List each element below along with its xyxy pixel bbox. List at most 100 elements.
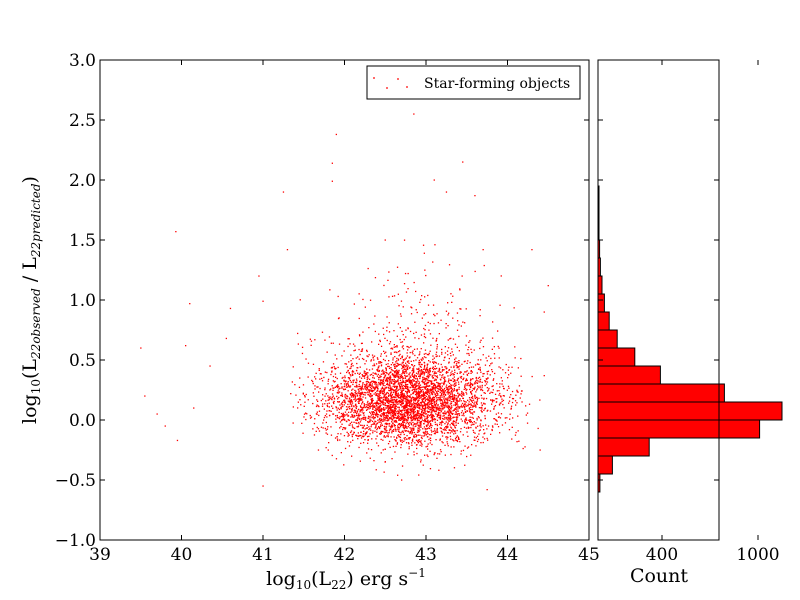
scatter-point — [414, 354, 416, 357]
scatter-point — [436, 431, 438, 434]
scatter-point — [426, 427, 428, 430]
scatter-point — [363, 358, 365, 361]
scatter-point — [380, 415, 382, 417]
scatter-point — [352, 383, 354, 386]
scatter-point — [347, 400, 349, 402]
scatter-point — [437, 453, 439, 455]
scatter-point — [391, 388, 393, 391]
scatter-point — [472, 423, 474, 426]
scatter-point — [434, 361, 437, 363]
scatter-point — [347, 377, 350, 379]
scatter-point — [355, 384, 358, 386]
scatter-point — [417, 439, 419, 441]
scatter-point — [441, 353, 443, 355]
scatter-point — [450, 410, 452, 412]
scatter-point — [517, 430, 519, 432]
scatter-point — [302, 432, 304, 434]
scatter-point — [471, 412, 473, 414]
scatter-point — [456, 399, 458, 401]
scatter-point — [358, 317, 360, 320]
scatter-point — [437, 404, 439, 407]
scatter-point — [480, 407, 482, 409]
scatter-point — [502, 385, 504, 387]
scatter-point — [428, 375, 430, 377]
scatter-point — [417, 431, 419, 433]
scatter-point — [420, 390, 422, 392]
scatter-point — [464, 421, 466, 423]
scatter-point — [346, 371, 348, 374]
scatter-point — [449, 435, 452, 438]
scatter-point — [456, 400, 458, 402]
scatter-point — [438, 383, 440, 385]
scatter-point — [465, 389, 467, 391]
scatter-point — [434, 388, 436, 390]
legend-box — [366, 65, 581, 100]
scatter-point — [395, 445, 397, 447]
scatter-point — [335, 376, 337, 378]
scatter-point — [457, 436, 459, 438]
scatter-point — [416, 404, 418, 406]
scatter-point — [427, 414, 429, 416]
scatter-point — [399, 338, 401, 341]
scatter-point — [403, 437, 405, 439]
scatter-point — [356, 386, 358, 388]
scatter-point — [416, 348, 418, 350]
scatter-point — [398, 423, 401, 425]
scatter-point — [388, 419, 390, 421]
scatter-point — [507, 385, 510, 387]
scatter-point — [429, 415, 431, 417]
scatter-point — [416, 396, 418, 399]
scatter-point — [434, 365, 436, 367]
scatter-point — [403, 433, 405, 436]
scatter-point — [373, 377, 375, 379]
scatter-point — [347, 386, 349, 388]
scatter-point — [356, 419, 359, 422]
scatter-point — [419, 414, 422, 416]
scatter-point — [480, 442, 482, 444]
scatter-point — [382, 413, 385, 415]
scatter-point — [436, 385, 439, 388]
scatter-point — [543, 311, 545, 313]
scatter-point — [368, 383, 370, 386]
scatter-point — [348, 384, 350, 387]
scatter-point — [357, 415, 359, 417]
scatter-point — [340, 412, 343, 415]
scatter-point — [460, 325, 462, 327]
scatter-point — [446, 436, 448, 438]
scatter-point — [396, 428, 398, 431]
scatter-point — [348, 419, 350, 422]
scatter-point — [362, 412, 364, 415]
scatter-point — [380, 430, 382, 433]
scatter-point — [485, 378, 487, 380]
scatter-point — [391, 409, 393, 411]
scatter-point — [434, 315, 436, 317]
scatter-point — [397, 389, 399, 391]
scatter-point — [441, 431, 443, 433]
scatter-point — [401, 418, 403, 420]
scatter-point — [443, 377, 445, 380]
scatter-point — [420, 358, 422, 360]
scatter-point — [425, 428, 427, 430]
scatter-point — [435, 397, 438, 399]
scatter-point — [430, 402, 433, 404]
scatter-point — [432, 377, 434, 379]
scatter-point — [433, 179, 435, 181]
scatter-point — [464, 384, 466, 386]
scatter-point — [395, 380, 397, 382]
scatter-point — [397, 434, 399, 436]
scatter-point — [394, 421, 396, 423]
scatter-point — [388, 376, 391, 378]
scatter-point — [330, 410, 332, 412]
scatter-point — [443, 429, 445, 431]
scatter-point — [401, 439, 403, 441]
scatter-point — [361, 403, 363, 405]
scatter-point — [441, 376, 443, 379]
scatter-point — [388, 430, 391, 432]
scatter-point — [385, 363, 387, 366]
scatter-point — [436, 387, 438, 390]
scatter-point — [406, 419, 408, 421]
scatter-point — [441, 432, 443, 434]
scatter-point — [470, 403, 472, 405]
scatter-point — [332, 387, 334, 389]
scatter-point — [353, 416, 355, 418]
